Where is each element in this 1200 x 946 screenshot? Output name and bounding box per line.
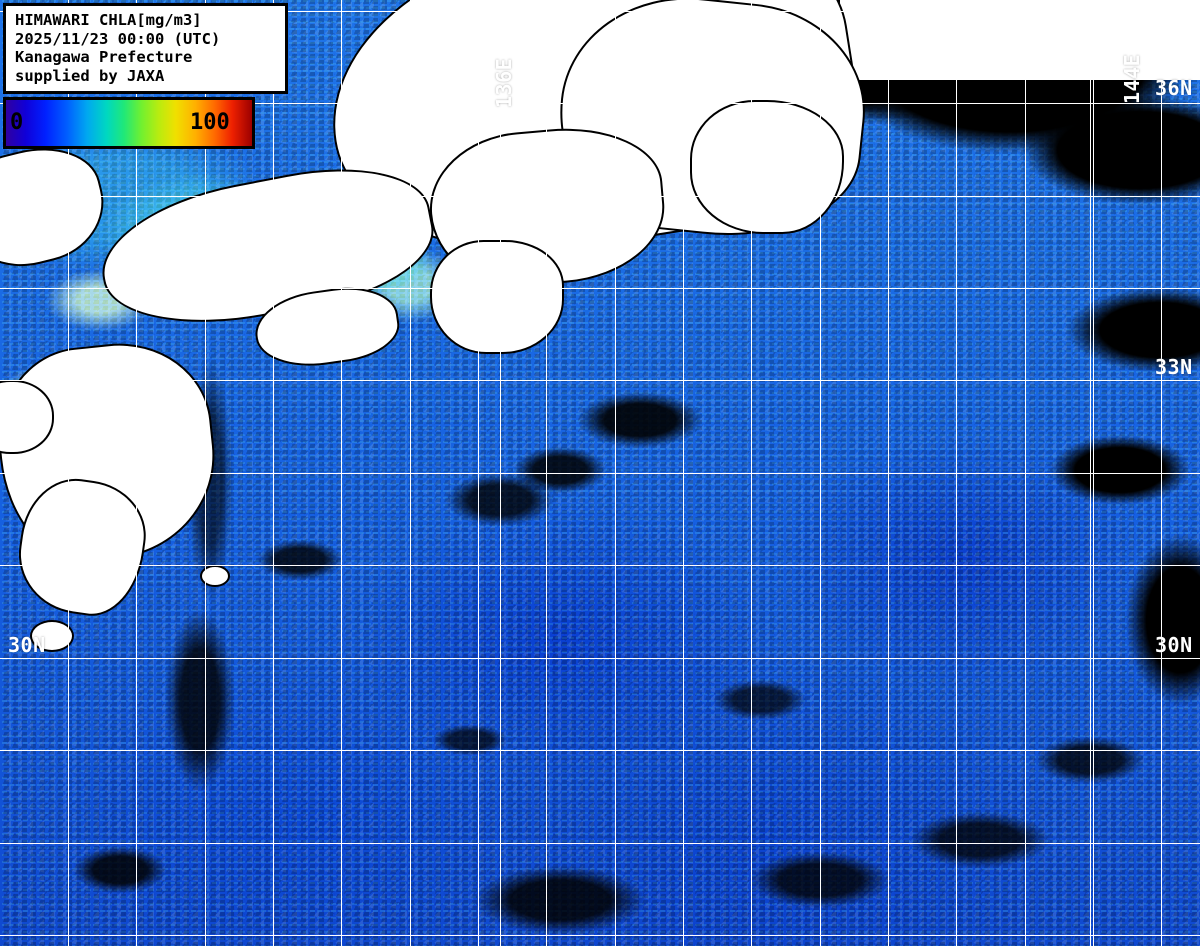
- gridline-horizontal: [0, 565, 1200, 566]
- grid-label-144e: 144E: [1120, 53, 1144, 104]
- grid-label-30n: 30N: [8, 633, 46, 657]
- land-small-island-west: [30, 620, 74, 652]
- gridline-horizontal: [0, 380, 1200, 381]
- title-datetime-line: 2025/11/23 00:00 (UTC): [15, 29, 221, 48]
- gridline-horizontal: [0, 658, 1200, 659]
- map-title-box: HIMAWARI CHLA[mg/m3] 2025/11/23 00:00 (U…: [3, 3, 288, 94]
- title-provider-line: Kanagawa Prefecture: [15, 48, 193, 66]
- chla-colorbar: [3, 97, 255, 149]
- grid-label-36n: 36N: [1155, 76, 1193, 100]
- land-small-island-east: [200, 565, 230, 587]
- gridline-horizontal: [0, 196, 1200, 197]
- gridline-horizontal: [0, 935, 1200, 936]
- grid-label-33n: 33N: [1155, 355, 1193, 379]
- gridline-horizontal: [0, 750, 1200, 751]
- grid-label-136e: 136E: [492, 57, 516, 108]
- grid-label-30n: 30N: [1155, 633, 1193, 657]
- land-kanto: [690, 100, 844, 234]
- gridline-horizontal: [0, 103, 1200, 104]
- gridline-horizontal: [0, 288, 1200, 289]
- gridline-horizontal: [0, 473, 1200, 474]
- title-product-line: HIMAWARI CHLA[mg/m3]: [15, 11, 202, 29]
- gridline-horizontal: [0, 11, 1200, 12]
- gridline-horizontal: [0, 843, 1200, 844]
- colorbar-max-label: 100: [190, 110, 230, 135]
- land-hokkaido: [840, 0, 1200, 80]
- colorbar-min-label: 0: [10, 110, 24, 135]
- title-source-line: supplied by JAXA: [15, 66, 165, 85]
- land-kii-peninsula: [430, 240, 564, 354]
